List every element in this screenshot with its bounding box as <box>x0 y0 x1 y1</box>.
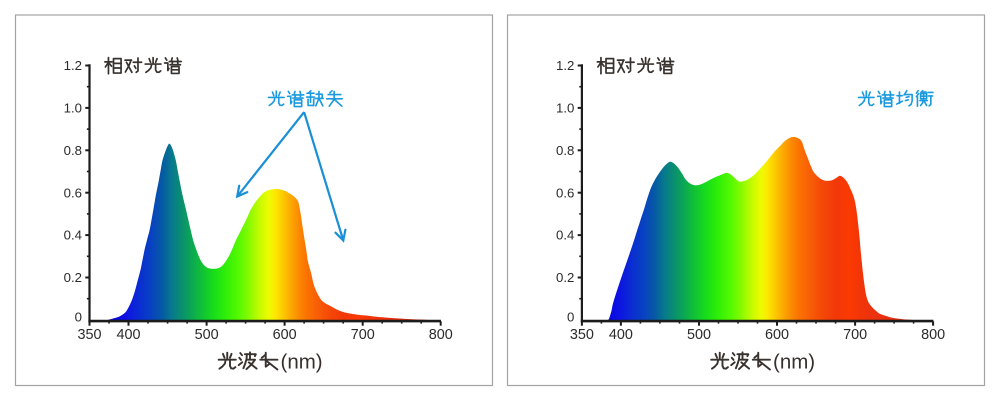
svg-text:1.0: 1.0 <box>556 101 574 116</box>
svg-text:0.4: 0.4 <box>64 228 82 243</box>
svg-text:600: 600 <box>273 327 297 343</box>
svg-text:1.2: 1.2 <box>556 58 574 73</box>
svg-text:0.8: 0.8 <box>64 143 82 158</box>
svg-text:500: 500 <box>687 327 711 343</box>
svg-text:0: 0 <box>75 310 82 325</box>
svg-text:0.8: 0.8 <box>556 143 574 158</box>
svg-text:(nm): (nm) <box>773 351 815 374</box>
svg-text:500: 500 <box>195 327 219 343</box>
svg-text:700: 700 <box>351 327 375 343</box>
svg-text:800: 800 <box>429 327 453 343</box>
svg-text:350: 350 <box>77 327 101 343</box>
svg-text:0.4: 0.4 <box>556 228 574 243</box>
svg-text:0: 0 <box>567 310 574 325</box>
svg-text:800: 800 <box>921 327 945 343</box>
svg-text:400: 400 <box>609 327 633 343</box>
svg-text:0.6: 0.6 <box>556 185 574 200</box>
svg-text:700: 700 <box>843 327 867 343</box>
svg-text:350: 350 <box>570 327 594 343</box>
svg-text:0.6: 0.6 <box>64 185 82 200</box>
svg-text:0.2: 0.2 <box>556 270 574 285</box>
svg-text:1.0: 1.0 <box>64 101 82 116</box>
svg-text:400: 400 <box>116 327 140 343</box>
svg-text:1.2: 1.2 <box>64 58 82 73</box>
svg-text:600: 600 <box>765 327 789 343</box>
svg-text:0.2: 0.2 <box>64 270 82 285</box>
svg-text:(nm): (nm) <box>281 351 323 374</box>
